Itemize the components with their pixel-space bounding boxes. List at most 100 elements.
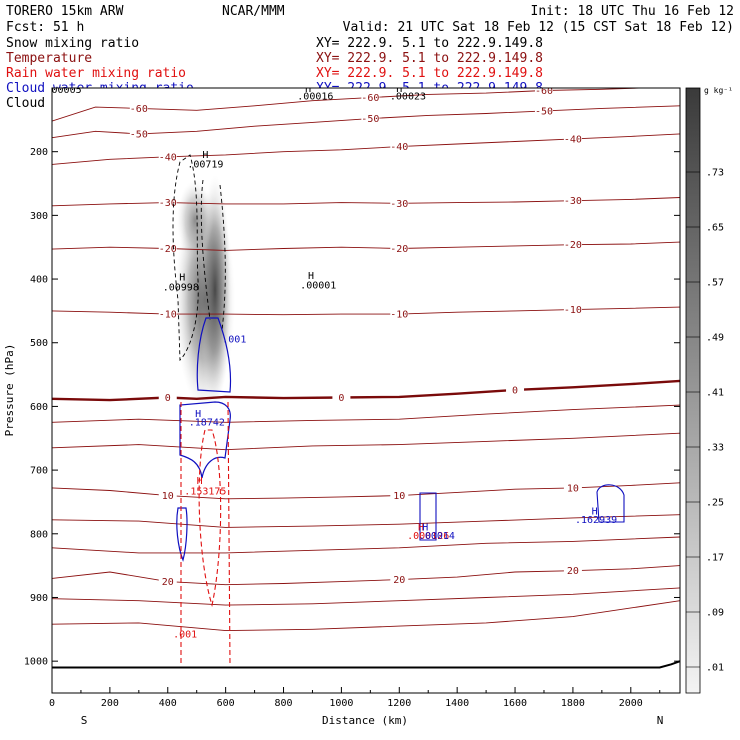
cloud-ice-contour-inner (200, 179, 226, 331)
left-endpoint: S (81, 714, 88, 727)
legend-item-coords: XY= 222.9. 5.1 to 222.9.149.8 (316, 51, 543, 66)
isotherm-label: -50 (361, 114, 379, 125)
cloud-ice-contour (172, 154, 199, 362)
isotherm-label-bg (361, 91, 380, 103)
colorbar-label: .65 (706, 223, 724, 234)
isotherm-label: -10 (159, 310, 177, 321)
isotherm-label-bg (332, 391, 351, 403)
max-annotation: H (308, 271, 314, 282)
isotherm-label: 20 (162, 577, 174, 588)
isotherm-label: -40 (390, 142, 408, 153)
init-time: Init: 18 UTC Thu 16 Feb 12 (531, 4, 735, 19)
rain-contour-outer (180, 401, 231, 666)
isotherm-label-bg (563, 303, 582, 315)
isotherm-line (52, 404, 680, 423)
isotherm-label: 10 (162, 491, 174, 502)
isotherm-label: -30 (564, 196, 582, 207)
isotherm-label: -10 (390, 310, 408, 321)
x-tick-label: 0 (49, 698, 55, 709)
max-annotation: .162939 (575, 515, 617, 526)
colorbar-label: .09 (706, 608, 724, 619)
isotherm-line (52, 600, 680, 632)
isotherm-line (52, 241, 680, 251)
max-annotation: .00005 (46, 85, 82, 96)
x-tick-label: 200 (101, 698, 119, 709)
legend-item-name: Rain water mixing ratio (6, 66, 186, 81)
isotherm-label-bg (390, 242, 409, 254)
y-tick-label: 700 (30, 466, 48, 477)
x-tick-label: 400 (159, 698, 177, 709)
isotherm-label-bg (563, 481, 582, 493)
isotherm-line (52, 536, 680, 554)
x-tick-label: 1400 (445, 698, 469, 709)
org-title: NCAR/MMM (222, 4, 285, 19)
max-annotation: .153175 (184, 486, 226, 497)
max-annotation: H (418, 523, 424, 534)
max-annotation: H (592, 507, 598, 518)
isotherm-label-bg (390, 573, 409, 585)
max-annotation: .00719 (187, 160, 223, 171)
isotherm-label: 0 (512, 385, 518, 396)
y-tick-label: 800 (30, 529, 48, 540)
max-annotation: .001 (222, 335, 246, 346)
isotherm-label: -30 (390, 199, 408, 210)
colorbar-label: .49 (706, 333, 724, 344)
isotherm-line (52, 133, 680, 165)
x-tick-label: 600 (217, 698, 235, 709)
x-axis-label: Distance (km) (322, 714, 408, 727)
isotherm-line (52, 432, 680, 451)
colorbar-label: .01 (706, 663, 724, 674)
isotherm-label: 20 (393, 575, 405, 586)
y-tick-label: 600 (30, 402, 48, 413)
isotherm-label-bg (129, 127, 148, 139)
max-annotations: H.00719H.00998H.00001H.00016.00023H.0000… (46, 84, 617, 641)
x-tick-label: 800 (274, 698, 292, 709)
x-tick-label: 2000 (619, 698, 643, 709)
colorbar-gradient (685, 87, 701, 694)
colorbar-label: .73 (706, 168, 724, 179)
isotherm-label-bg (506, 383, 525, 395)
isotherm-label-bg (361, 112, 380, 124)
isotherm-label-bg (158, 391, 177, 403)
colorbar-label: .41 (706, 388, 724, 399)
max-annotation: .00998 (163, 283, 199, 294)
max-annotation: H (179, 272, 185, 283)
plot-frame (51, 87, 681, 694)
plot-area: -60 -60 -60 -50 -50 -50 -40 -40 -40 -30 -30 -30 -20 -… (3, 84, 681, 727)
legend-item-name: Temperature (6, 51, 92, 66)
terrain-surface (52, 660, 680, 669)
isotherm-label-bg (563, 564, 582, 576)
colorbar-label: .57 (706, 278, 724, 289)
isotherm-label-bg (390, 140, 409, 152)
snow-shading (175, 175, 235, 410)
model-title: TORERO 15km ARW (6, 4, 124, 19)
isotherm-line (52, 306, 680, 316)
isotherm-label-bg (158, 150, 177, 162)
colorbar-label: .33 (706, 443, 724, 454)
y-tick-label: 500 (30, 338, 48, 349)
max-annotation: H (195, 409, 201, 420)
rain-contour-inner (198, 429, 222, 608)
legend-item-coords: XY= 222.9. 5.1 to 222.9.149.8 (316, 36, 543, 51)
cloud-water-contour-low (176, 507, 188, 562)
isotherm-label-bg (563, 238, 582, 250)
isotherm-label: -10 (564, 305, 582, 316)
isotherm-label: -30 (159, 198, 177, 209)
isotherm-label-bg (158, 308, 177, 320)
colorbar-label: .25 (706, 498, 724, 509)
isotherm-label: 0 (165, 393, 171, 404)
max-annotation: H (202, 150, 208, 161)
max-annotation: H (396, 84, 402, 95)
max-annotation: .00023 (390, 91, 426, 102)
x-tick-label: 1200 (387, 698, 411, 709)
isotherm-label: 20 (567, 566, 579, 577)
y-tick-label: 400 (30, 275, 48, 286)
isotherm-label-bg (390, 197, 409, 209)
isotherm-line (52, 514, 680, 528)
isotherm-line (52, 565, 680, 586)
isotherm-label: -60 (361, 93, 379, 104)
x-tick-label: 1600 (503, 698, 527, 709)
right-endpoint: N (657, 714, 664, 727)
isotherm-label-bg (158, 489, 177, 501)
